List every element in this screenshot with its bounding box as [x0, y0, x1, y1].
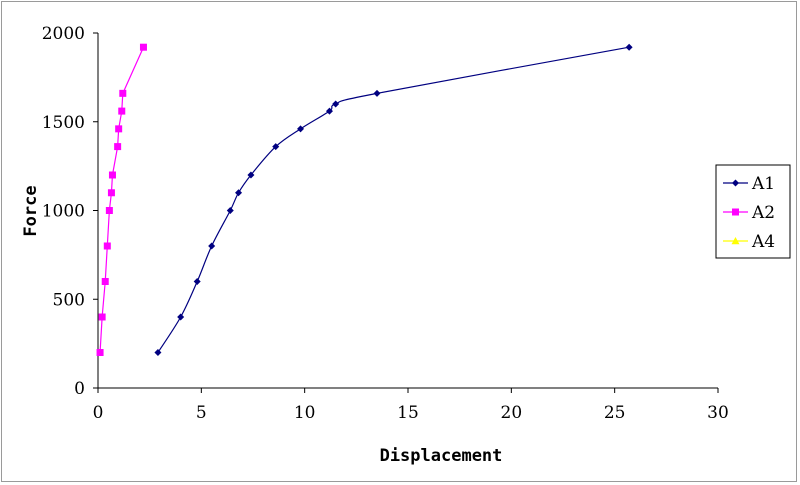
x-axis-title: Displacement [380, 446, 503, 466]
data-point [98, 313, 106, 321]
x-tick-label: 30 [707, 403, 729, 423]
data-point [107, 189, 115, 197]
x-tick-label: 0 [93, 403, 104, 423]
data-point [96, 349, 104, 356]
x-tick-label: 5 [196, 403, 207, 423]
data-point [625, 43, 633, 51]
data-point [139, 43, 147, 51]
data-point [105, 207, 113, 214]
axes [97, 33, 718, 389]
data-point [193, 278, 201, 285]
series-layer [96, 43, 633, 356]
legend-item-a1: A1 [723, 174, 775, 194]
series-a2 [96, 43, 147, 356]
legend-label: A2 [751, 203, 775, 223]
data-point [154, 349, 162, 356]
y-axis-title: Force [21, 185, 41, 236]
legend-label: A4 [751, 232, 775, 252]
x-tick-label: 10 [294, 403, 316, 423]
data-point [325, 107, 333, 115]
y-tick-label: 0 [74, 379, 85, 399]
data-point [208, 242, 216, 250]
data-point [119, 89, 127, 97]
data-point [114, 143, 122, 151]
data-point [272, 143, 280, 151]
data-point [332, 100, 340, 108]
legend: A1 A2 A4 [715, 164, 791, 259]
data-point [108, 171, 116, 179]
data-point [235, 189, 243, 197]
legend-label: A1 [751, 174, 775, 194]
data-point [297, 125, 305, 133]
x-tick-label: 25 [604, 403, 626, 423]
data-point [103, 242, 111, 250]
data-point [118, 107, 126, 115]
legend-item-a4: A4 [723, 232, 775, 252]
legend-swatch-marker [732, 179, 739, 187]
series-a1 [154, 43, 633, 356]
legend-swatch-marker [731, 237, 740, 245]
x-tick-label: 20 [501, 403, 523, 423]
data-point [247, 171, 255, 179]
y-tick-label: 1000 [42, 202, 85, 222]
data-point [101, 278, 109, 285]
y-tick-label: 2000 [42, 24, 85, 44]
legend-swatch-marker [732, 208, 739, 216]
legend-item-a2: A2 [723, 203, 775, 223]
y-tick-label: 1500 [42, 113, 85, 133]
data-point [177, 313, 185, 321]
y-tick-label: 500 [53, 290, 85, 310]
series-line-a1 [157, 46, 630, 353]
data-point [226, 207, 234, 214]
ticks: 0 5 10 15 20 25 30 0 500 1000 1500 2000 [42, 24, 729, 423]
data-point [373, 89, 381, 97]
data-point [115, 125, 123, 133]
x-tick-label: 15 [397, 403, 419, 423]
